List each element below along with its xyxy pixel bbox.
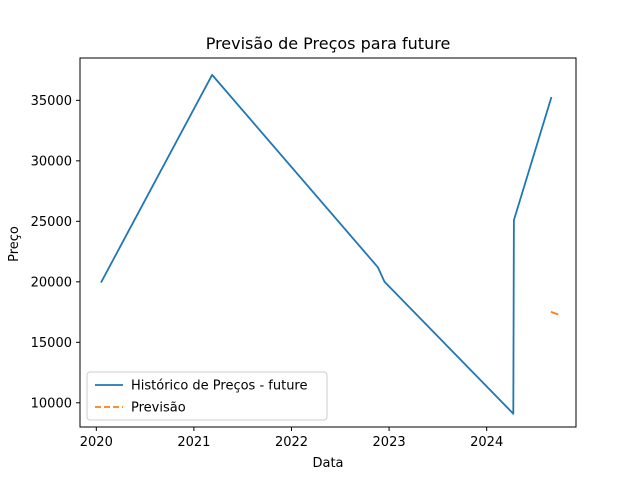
y-axis-label: Preço	[7, 226, 22, 262]
legend: Histórico de Preços - future Previsão	[86, 371, 328, 421]
chart-title: Previsão de Preços para future	[206, 34, 451, 53]
y-tick-label: 20000	[31, 275, 72, 290]
legend-label-1: Previsão	[131, 401, 186, 416]
x-axis-label: Data	[312, 456, 343, 471]
legend-box	[86, 371, 328, 421]
x-tick-label: 2021	[177, 435, 210, 450]
y-tick-label: 15000	[31, 336, 72, 351]
y-tick-label: 35000	[31, 94, 72, 109]
y-tick-label: 10000	[31, 396, 72, 411]
x-tick-label: 2024	[470, 435, 503, 450]
y-tick-label: 30000	[31, 154, 72, 169]
x-tick-label: 2023	[373, 435, 406, 450]
plot-frame	[79, 57, 577, 428]
y-tick-label: 25000	[31, 215, 72, 230]
plot-area	[100, 74, 560, 415]
series-line-0	[100, 74, 553, 415]
x-tick-label: 2020	[80, 435, 113, 450]
legend-label-0: Histórico de Preços - future	[131, 379, 308, 394]
x-tick-label: 2022	[275, 435, 308, 450]
series-line-1	[550, 310, 560, 316]
